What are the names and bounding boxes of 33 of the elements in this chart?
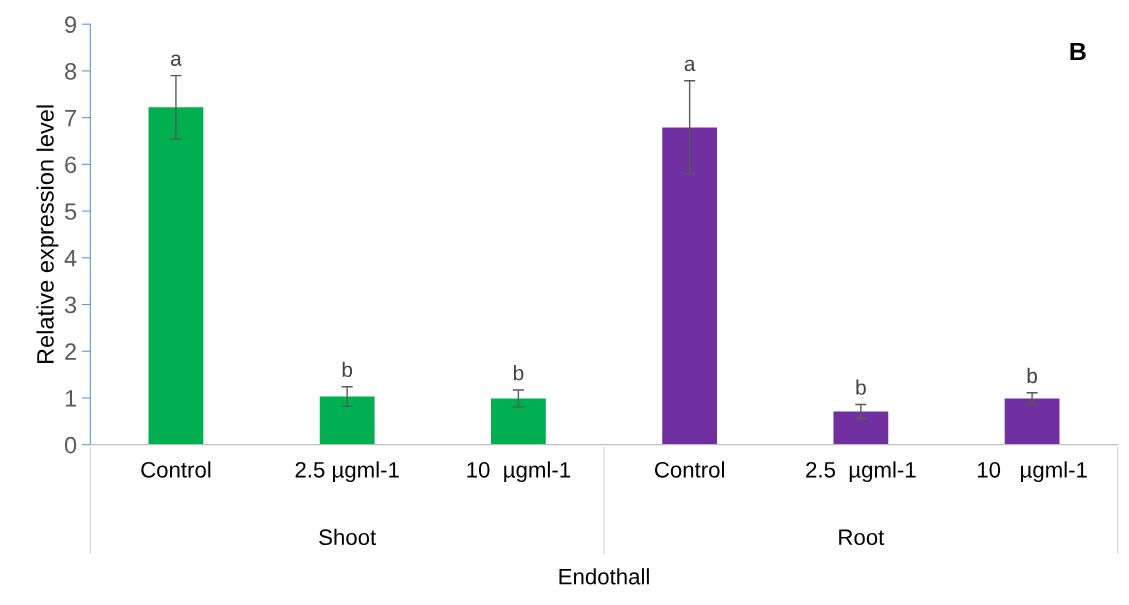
x-axis-title: Endothall [559,568,649,585]
bar [491,398,546,445]
y-tick-label: 9 [65,16,77,33]
x-tick-label: 10 µgml-1 [467,461,571,483]
text: Shoot [319,528,377,546]
y-tick-label: 3 [64,296,77,314]
data-label: b [342,361,353,378]
data-label: b [1027,367,1038,384]
x-tick-label: Control [141,461,211,478]
y-tick-label: 7 [65,109,76,127]
y-axis-title: Relative expression level [36,105,59,364]
text: Root [839,529,885,546]
y-tick-label: 4 [64,250,77,267]
bar [319,396,375,445]
x-tick-label: 2.5 µgml-1 [295,461,399,483]
y-tick-label: 0 [64,436,77,454]
y-tick-label: 2 [65,343,76,360]
y-tick-label: 1 [65,390,76,407]
data-label: a [171,54,182,66]
x-tick-label: 2.5 µgml-1 [806,461,916,483]
y-tick-label: 5 [64,203,77,220]
x-tick-label: 10 µgml-1 [977,461,1087,483]
data-label: b [513,365,524,381]
data-label: a [684,59,696,72]
bar [833,411,889,445]
x-tick-label: Control [654,461,724,478]
y-tick-label: 8 [65,62,77,80]
bar [148,107,204,445]
bar [662,127,718,445]
y-tick-label: 6 [65,156,77,174]
bar [1004,398,1060,445]
text: B [1070,42,1086,61]
data-label: b [856,379,866,395]
